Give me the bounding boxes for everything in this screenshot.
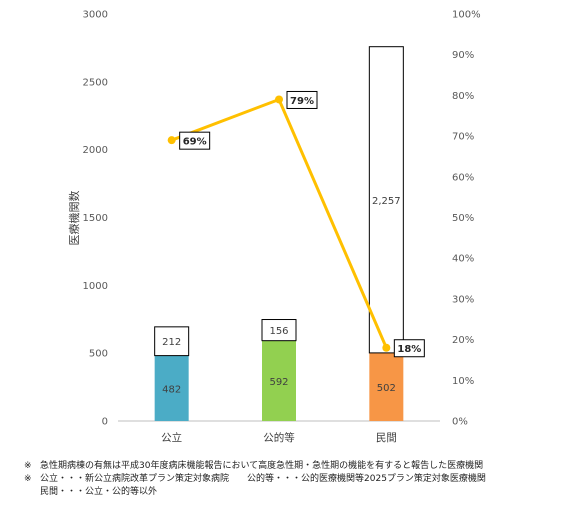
y2-tick-label: 70%	[452, 132, 474, 143]
y2-tick-label: 100%	[452, 10, 481, 21]
y2-tick-label: 80%	[452, 91, 474, 102]
bar-segment-3-lower	[369, 352, 404, 421]
line-label-box	[179, 131, 211, 150]
bar-value-label: 2,257	[372, 196, 401, 207]
y-tick-label: 2500	[83, 77, 108, 88]
bar-value-label: 482	[162, 384, 181, 395]
footnote-2: ※ 公立・・・新公立病院改革プラン策定対象病院 公的等・・・公的医療機関等202…	[24, 473, 572, 486]
bar-value-label: 156	[269, 326, 288, 337]
footnote-mark	[24, 486, 40, 499]
bar-segment-2-upper	[261, 319, 297, 342]
y2-tick-label: 90%	[452, 50, 474, 61]
line-point	[382, 343, 391, 352]
line-point	[167, 136, 176, 145]
footnote-mark: ※	[24, 474, 32, 484]
y2-tick-label: 0%	[452, 417, 468, 428]
bar-value-label: 212	[162, 337, 181, 348]
bar-segment-1-lower	[154, 355, 189, 421]
y2-tick-label: 10%	[452, 376, 474, 387]
y2-tick-label: 30%	[452, 294, 474, 305]
axes: 0 500 1000 1500 2000 2500 3000 0% 10% 20% 30% 40% 50…	[83, 10, 481, 445]
footnote-text: 公立・・・新公立病院改革プラン策定対象病院	[40, 474, 230, 484]
chart-svg: 0 500 1000 1500 2000 2500 3000 0% 10% 20% 30% 40% 50…	[67, 10, 481, 445]
footnotes: ※ 急性期病棟の有無は平成30年度病床機能報告において高度急性期・急性期の機能を…	[24, 460, 572, 499]
footnote-1: ※ 急性期病棟の有無は平成30年度病床機能報告において高度急性期・急性期の機能を…	[24, 460, 572, 473]
footnote-text: 急性期病棟の有無は平成30年度病床機能報告において高度急性期・急性期の機能を有す…	[40, 461, 484, 471]
y-tick-label: 0	[102, 417, 108, 428]
y2-tick-label: 40%	[452, 254, 474, 265]
bar-segment-3-upper	[368, 46, 404, 354]
y2-tick-label: 20%	[452, 335, 474, 346]
y-tick-label: 500	[89, 349, 108, 360]
bar-value-label: 502	[377, 383, 396, 394]
y2-tick-label: 50%	[452, 213, 474, 224]
footnote-text: 公的等・・・公的医療機関等2025プラン策定対象医療機関	[247, 474, 486, 484]
bar-value-label: 592	[269, 377, 288, 388]
y-tick-label: 2000	[83, 145, 108, 156]
bar-segment-1-upper	[154, 326, 190, 357]
y-axis-title: 医療機関数	[67, 191, 81, 246]
bar-segment-2-lower	[262, 340, 296, 421]
line-point-label: 79%	[290, 96, 314, 107]
y-tick-label: 1500	[83, 213, 108, 224]
y-tick-label: 1000	[83, 281, 108, 292]
line-point-label: 18%	[397, 344, 421, 355]
line-series: 69% 79% 18%	[167, 90, 425, 358]
footnote-3: 民間・・・公立・公的等以外	[24, 486, 572, 499]
bars: 482 212 592 156 502 2,257	[154, 46, 404, 421]
x-tick-label: 民間	[376, 432, 397, 444]
footnote-mark: ※	[24, 461, 32, 471]
y-tick-label: 3000	[83, 10, 108, 21]
y2-tick-label: 60%	[452, 172, 474, 183]
footnote-text: 民間・・・公立・公的等以外	[40, 487, 158, 497]
line-label-box	[393, 339, 425, 358]
x-tick-label: 公的等	[263, 431, 295, 444]
line-point	[275, 95, 283, 104]
line-point-label: 69%	[183, 137, 207, 148]
x-tick-label: 公立	[161, 431, 182, 444]
line-label-box	[286, 90, 318, 109]
